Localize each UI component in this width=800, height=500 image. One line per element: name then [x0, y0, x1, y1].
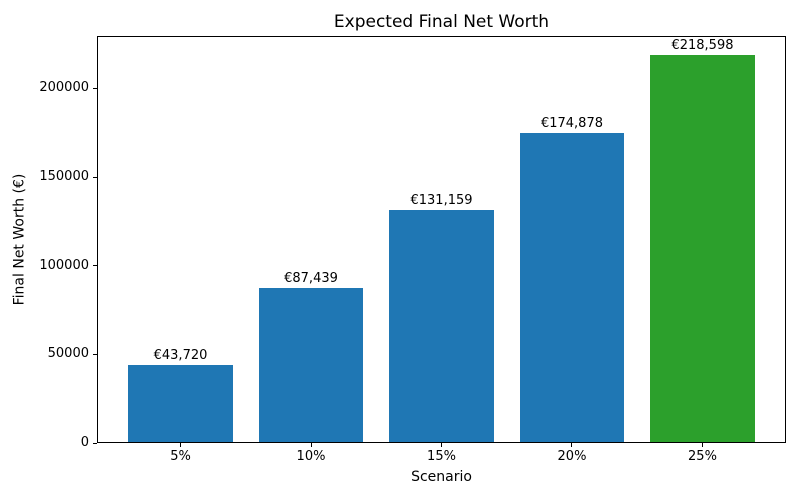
x-tick-label: 10%	[296, 449, 326, 464]
x-tick-label: 5%	[170, 449, 191, 464]
x-axis-label: Scenario	[411, 469, 472, 485]
y-tick-mark	[93, 265, 97, 267]
x-tick-label: 25%	[688, 449, 717, 464]
y-tick-label: 150000	[39, 169, 89, 185]
bar	[519, 132, 625, 442]
bar-value-label: €218,598	[671, 38, 734, 54]
x-tick-label: 20%	[557, 449, 587, 464]
x-tick-mark	[571, 443, 573, 447]
y-tick-label: 0	[80, 435, 89, 450]
x-tick-label: 15%	[427, 449, 456, 464]
y-tick-label: 200000	[39, 80, 89, 96]
bar	[258, 287, 364, 442]
x-tick-mark	[310, 443, 312, 447]
y-tick-mark	[93, 176, 97, 178]
y-tick-mark	[93, 442, 97, 444]
y-tick-mark	[93, 353, 97, 355]
y-tick-label: 50000	[47, 346, 89, 362]
chart-title: Expected Final Net Worth	[333, 12, 550, 32]
y-tick-label: 100000	[39, 257, 89, 273]
bar-value-label: €43,720	[153, 348, 208, 364]
bar-value-label: €174,878	[540, 115, 603, 131]
bar-value-label: €131,159	[410, 193, 473, 209]
x-tick-mark	[441, 443, 442, 447]
bar	[650, 55, 755, 442]
bar-value-label: €87,439	[284, 270, 338, 286]
bar	[128, 365, 233, 442]
x-tick-mark	[180, 443, 181, 447]
y-tick-mark	[93, 87, 97, 89]
x-tick-mark	[701, 443, 703, 447]
bar	[389, 210, 494, 442]
